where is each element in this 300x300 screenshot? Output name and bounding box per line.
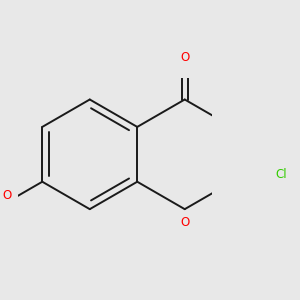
Text: O: O: [180, 51, 189, 64]
Text: O: O: [180, 216, 189, 229]
Text: Cl: Cl: [275, 168, 287, 181]
Text: O: O: [2, 189, 11, 202]
